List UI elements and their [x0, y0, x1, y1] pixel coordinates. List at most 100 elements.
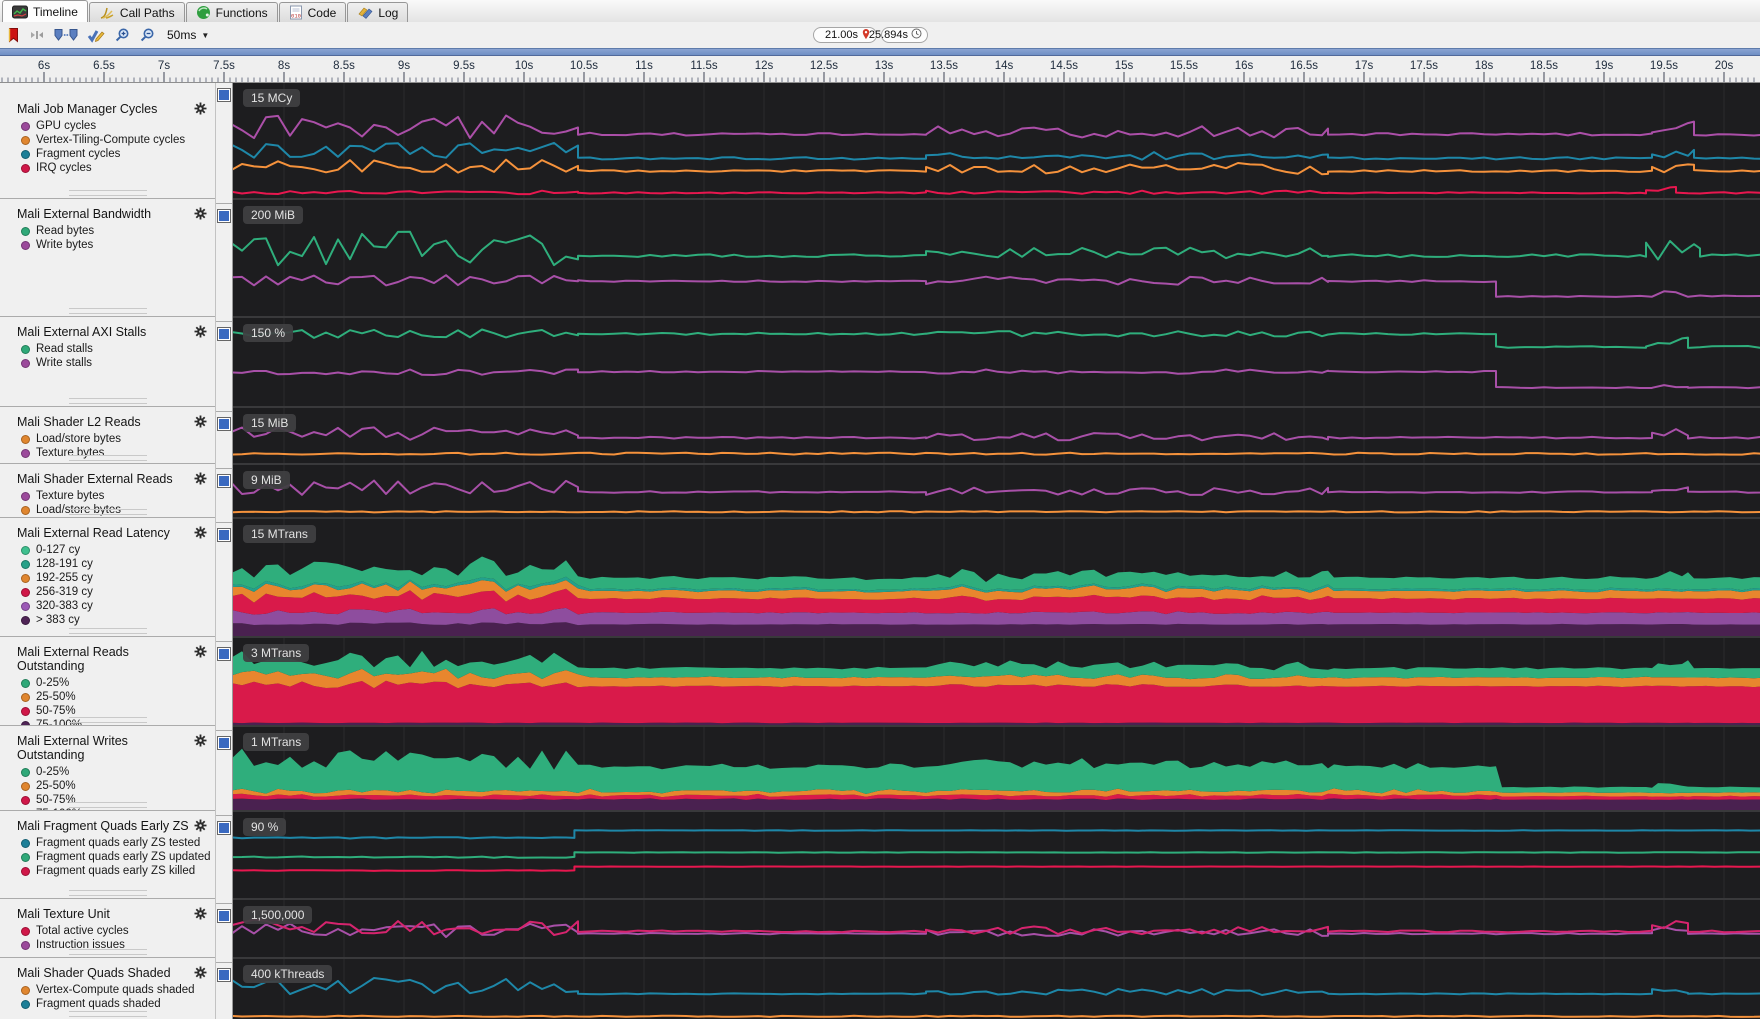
- resize-handle[interactable]: [68, 628, 147, 634]
- area-band-50-75: [233, 793, 1760, 800]
- legend-label: 75-100%: [36, 719, 83, 725]
- resize-handle[interactable]: [68, 949, 147, 955]
- gear-icon[interactable]: [194, 415, 207, 428]
- edit-markers-button[interactable]: [86, 25, 106, 45]
- gear-icon[interactable]: [194, 907, 207, 920]
- legend-label: 50-75%: [36, 705, 76, 717]
- track-title-row: Mali External Reads Outstanding: [0, 637, 215, 673]
- legend-dot: [21, 809, 30, 810]
- gear-icon[interactable]: [194, 102, 207, 115]
- legend-dot: [21, 434, 30, 444]
- visibility-checkbox[interactable]: [217, 88, 231, 102]
- track-title-row: Mali Job Manager Cycles: [0, 83, 215, 116]
- chart-canvas-mali-job-manager-cycles[interactable]: 15 MCy: [233, 83, 1760, 198]
- legend-item: 75-100%: [21, 807, 215, 810]
- legend-dot: [21, 838, 30, 848]
- legend-dot: [21, 852, 30, 862]
- track-sidebar-mali-shader-quads-shaded: Mali Shader Quads Shaded Vertex-Compute q…: [0, 957, 215, 1019]
- series-line-fragment-cycles: [233, 141, 1760, 161]
- visibility-checkbox[interactable]: [217, 821, 231, 835]
- track-title: Mali Shader External Reads: [17, 472, 173, 486]
- time-range-bar[interactable]: [0, 48, 1760, 56]
- legend-dot: [21, 121, 30, 131]
- resize-handle[interactable]: [68, 509, 147, 515]
- legend-dot: [21, 226, 30, 236]
- series-line-load-store-bytes: [233, 510, 1760, 514]
- tab-bar: Timeline Call Paths Functions 010 Code Log: [0, 0, 1760, 22]
- tab-log[interactable]: Log: [347, 2, 409, 22]
- resize-handle[interactable]: [68, 890, 147, 896]
- zoom-out-button[interactable]: [138, 25, 156, 45]
- chart-canvas-mali-external-read-latency[interactable]: 15 MTrans: [233, 517, 1760, 636]
- ruler-label: 14s: [995, 60, 1014, 72]
- resolution-select[interactable]: 50ms ▼: [163, 27, 213, 43]
- legend-item: Fragment quads early ZS tested: [21, 836, 215, 850]
- resize-handle[interactable]: [68, 308, 147, 314]
- series-line-fragment-quads-early-zs-killed: [233, 865, 1760, 872]
- visibility-checkbox[interactable]: [217, 736, 231, 750]
- track-title-row: Mali Shader L2 Reads: [0, 407, 215, 429]
- gear-icon[interactable]: [194, 966, 207, 979]
- legend-item: Instruction issues: [21, 938, 215, 952]
- gear-icon[interactable]: [194, 645, 207, 658]
- resize-handle[interactable]: [68, 717, 147, 723]
- resize-handle[interactable]: [68, 190, 147, 196]
- resize-handle[interactable]: [68, 398, 147, 404]
- chart-canvas-mali-shader-external-reads[interactable]: 9 MiB: [233, 463, 1760, 517]
- markers-button[interactable]: [53, 25, 79, 45]
- goto-marker-button[interactable]: [28, 25, 46, 45]
- chart-canvas-mali-texture-unit[interactable]: 1,500,000: [233, 898, 1760, 957]
- chart-canvas-mali-external-writes-outstanding[interactable]: 1 MTrans: [233, 725, 1760, 810]
- gear-icon[interactable]: [194, 472, 207, 485]
- gear-icon[interactable]: [194, 526, 207, 539]
- tab-timeline[interactable]: Timeline: [2, 0, 88, 22]
- ruler-label: 7s: [158, 60, 170, 72]
- chart-canvas-mali-shader-l2-reads[interactable]: 15 MiB: [233, 406, 1760, 463]
- tab-functions[interactable]: Functions: [185, 2, 278, 22]
- legend-label: Vertex-Tiling-Compute cycles: [36, 134, 186, 146]
- legend-dot: [21, 615, 30, 625]
- ruler-label: 6.5s: [93, 60, 115, 72]
- bookmark-button[interactable]: [5, 25, 21, 45]
- area-band-192-255-cy: [233, 580, 1760, 603]
- resize-handle[interactable]: [68, 1011, 147, 1017]
- ruler-label: 10s: [515, 60, 534, 72]
- visibility-checkbox[interactable]: [217, 474, 231, 488]
- chart-canvas-mali-shader-quads-shaded[interactable]: 400 kThreads: [233, 957, 1760, 1019]
- tab-call-paths[interactable]: Call Paths: [88, 2, 185, 22]
- gear-icon[interactable]: [194, 819, 207, 832]
- visibility-checkbox[interactable]: [217, 417, 231, 431]
- gear-icon[interactable]: [194, 207, 207, 220]
- gear-icon[interactable]: [194, 734, 207, 747]
- chart-canvas-mali-external-bandwidth[interactable]: 200 MiB: [233, 198, 1760, 316]
- legend-item: IRQ cycles: [21, 161, 215, 175]
- time-ruler[interactable]: 6s 6.5s 7s 7.5s 8s 8.5s 9s 9.5s 10s 10.5s 11s 11.5s…: [0, 56, 1760, 83]
- resize-handle[interactable]: [68, 455, 147, 461]
- legend-label: 50-75%: [36, 794, 76, 806]
- tab-code[interactable]: 010 Code: [278, 2, 347, 22]
- legend-dot: [21, 692, 30, 702]
- zoom-in-button[interactable]: [113, 25, 131, 45]
- legend-item: Vertex-Compute quads shaded: [21, 983, 215, 997]
- legend-label: Write bytes: [36, 239, 94, 251]
- legend-label: Fragment quads shaded: [36, 998, 161, 1010]
- legend-dot: [21, 491, 30, 501]
- ruler-label: 10.5s: [570, 60, 598, 72]
- visibility-checkbox[interactable]: [217, 327, 231, 341]
- chart-canvas-mali-external-reads-outstanding[interactable]: 3 MTrans: [233, 636, 1760, 725]
- total-time-field[interactable]: 25.894s: [869, 27, 928, 43]
- visibility-checkbox[interactable]: [217, 209, 231, 223]
- visibility-checkbox[interactable]: [217, 909, 231, 923]
- visibility-checkbox[interactable]: [217, 528, 231, 542]
- chart-canvas-mali-fragment-quads-early-zs[interactable]: 90 %: [233, 810, 1760, 898]
- resize-handle[interactable]: [68, 802, 147, 808]
- gear-icon[interactable]: [194, 325, 207, 338]
- marker-time-field[interactable]: 21.00s: [813, 27, 877, 43]
- legend-label: Fragment cycles: [36, 148, 121, 160]
- area-band-75-100: [233, 798, 1760, 810]
- chart-canvas-mali-external-axi-stalls[interactable]: 150 %: [233, 316, 1760, 406]
- ruler-label: 17.5s: [1410, 60, 1438, 72]
- track-title: Mali External Reads Outstanding: [17, 645, 129, 673]
- visibility-checkbox[interactable]: [217, 647, 231, 661]
- visibility-checkbox[interactable]: [217, 968, 231, 982]
